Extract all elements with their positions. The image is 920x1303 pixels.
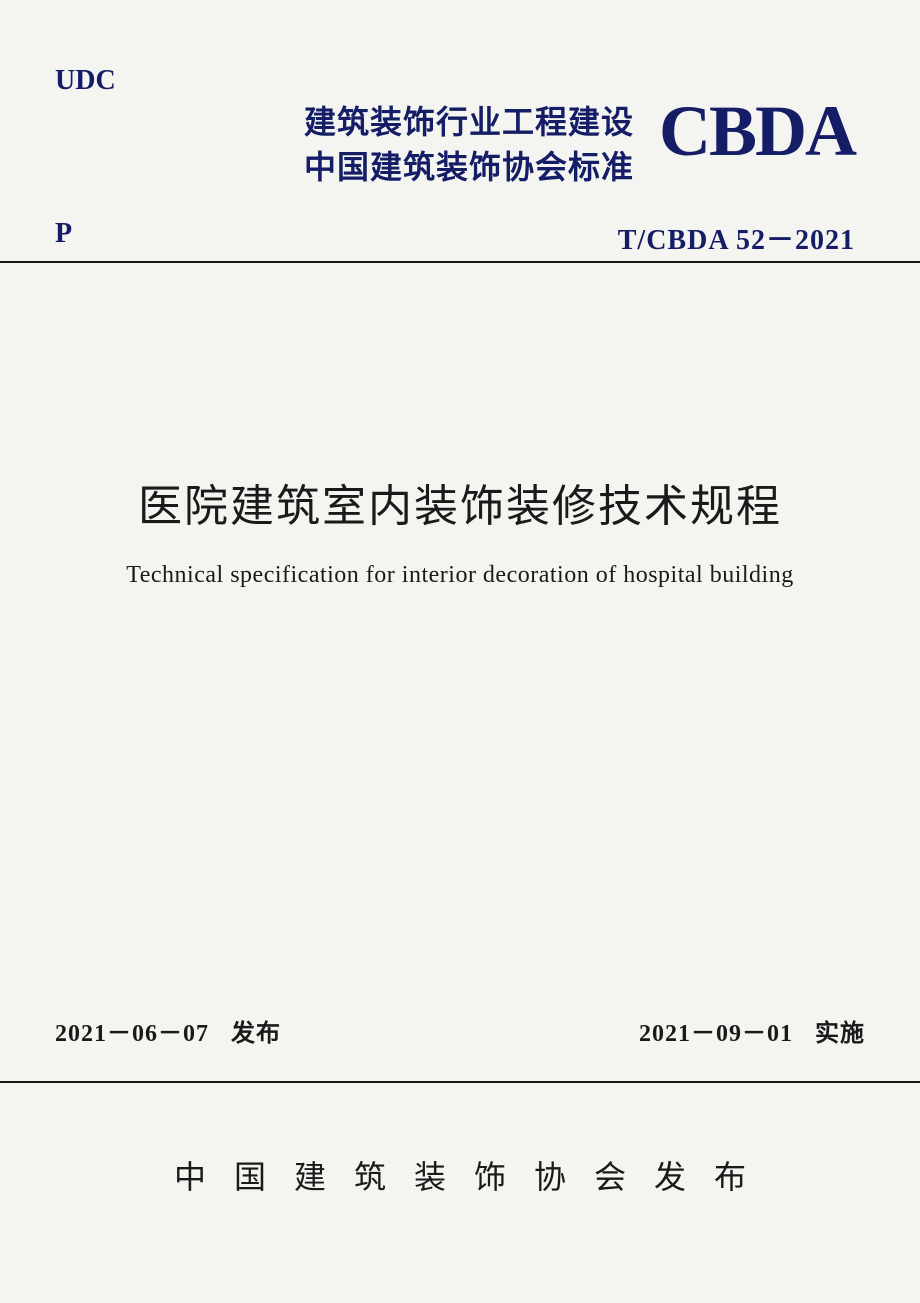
header-block: 建筑装饰行业工程建设 中国建筑装饰协会标准 CBDA (55, 95, 865, 190)
effective-label: 实施 (815, 1021, 865, 1047)
p-classification-label: P (55, 218, 72, 250)
udc-classification-label: UDC (55, 65, 116, 97)
organization-name: 建筑装饰行业工程建设 中国建筑装饰协会标准 (304, 100, 634, 190)
title-english: Technical specification for interior dec… (55, 562, 865, 589)
org-line-1: 建筑装饰行业工程建设 (304, 100, 634, 145)
standard-code-number: T/CBDA 52－2021 (618, 218, 855, 258)
org-line-2: 中国建筑装饰协会标准 (304, 145, 634, 190)
publisher-name: 中国建筑装饰协会发布 (0, 1152, 920, 1198)
cbda-logo-text: CBDA (659, 95, 855, 167)
title-chinese: 医院建筑室内装饰装修技术规程 (55, 470, 865, 534)
document-page: UDC 建筑装饰行业工程建设 中国建筑装饰协会标准 CBDA P T/CBDA … (0, 0, 920, 1303)
effective-date-block: 2021－09－01 实施 (639, 1013, 865, 1048)
effective-date: 2021－09－01 (639, 1021, 793, 1047)
publish-date: 2021－06－07 (55, 1021, 209, 1047)
bottom-divider-rule (0, 1081, 920, 1083)
publish-date-block: 2021－06－07 发布 (55, 1013, 281, 1048)
publish-label: 发布 (231, 1021, 281, 1047)
dates-row: 2021－06－07 发布 2021－09－01 实施 (55, 1013, 865, 1048)
main-title-block: 医院建筑室内装饰装修技术规程 Technical specification f… (55, 470, 865, 589)
top-divider-rule (0, 261, 920, 263)
